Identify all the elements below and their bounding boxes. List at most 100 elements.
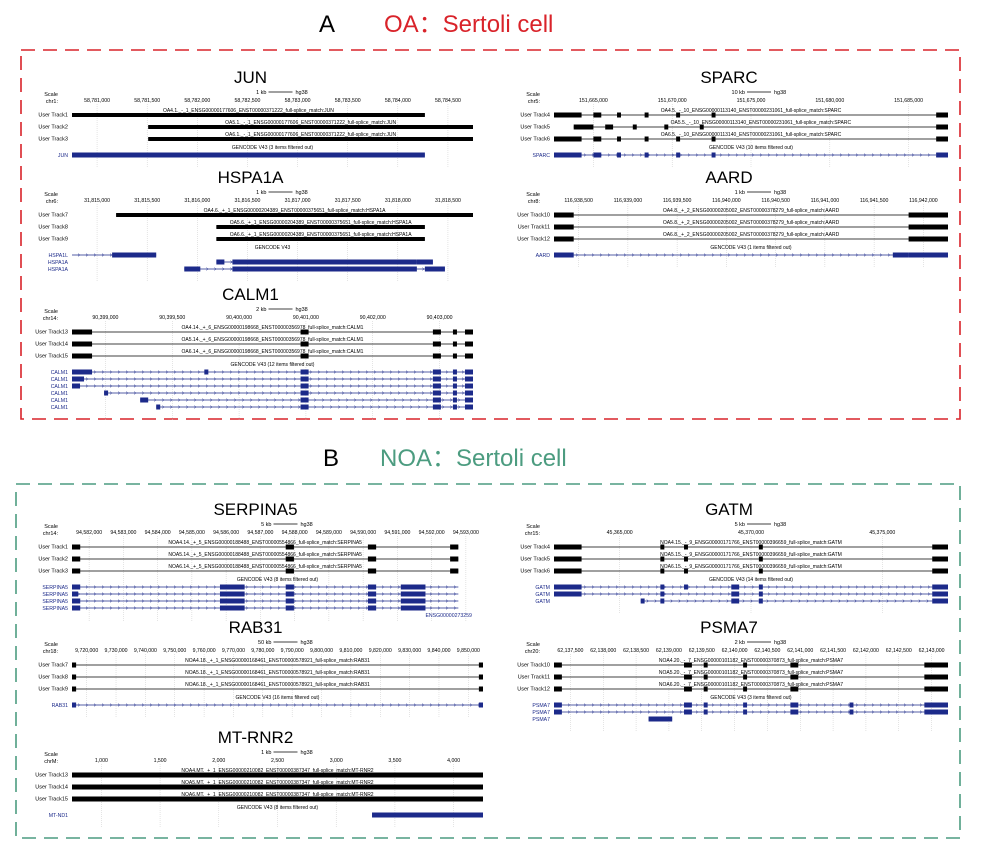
strand-arrow [133, 599, 137, 603]
coordinate-tick-label: 90,401,000 [293, 315, 319, 321]
strand-arrow [751, 585, 755, 589]
strand-arrow [719, 585, 723, 589]
strand-arrow [654, 599, 657, 603]
strand-arrow [767, 585, 771, 589]
strand-arrow [357, 599, 361, 603]
track-exon-block [285, 544, 294, 550]
user-track-label: User Track5 [520, 557, 550, 563]
strand-arrow [93, 384, 97, 388]
strand-arrow [389, 703, 393, 707]
strand-arrow [213, 703, 217, 707]
strand-arrow [205, 606, 209, 610]
strand-arrow [309, 391, 313, 395]
strand-arrow [397, 703, 401, 707]
strand-arrow [253, 585, 257, 589]
track-exon-block [790, 686, 799, 692]
strand-arrow [277, 384, 281, 388]
strand-arrow [639, 153, 643, 157]
strand-arrow [887, 592, 891, 596]
strand-arrow [349, 377, 353, 381]
strand-arrow [165, 370, 169, 374]
strand-arrow [711, 253, 715, 257]
strand-arrow [694, 599, 697, 603]
strand-arrow [386, 405, 389, 409]
scale-label: Scale [44, 642, 58, 648]
gene-model-label: SERPINA5 [42, 592, 68, 598]
scale-label: Scale [44, 309, 58, 315]
assembly-label: hg38 [296, 307, 308, 313]
track-exon-block [936, 124, 948, 130]
strand-arrow [429, 599, 433, 603]
strand-arrow [615, 710, 619, 714]
track-exon-block [450, 568, 459, 574]
strand-arrow [671, 710, 675, 714]
track-transcript-text: NOA4.18._+_1_ENSG00000168461_ENST0000057… [185, 658, 370, 664]
gene-exon-block [644, 152, 649, 158]
user-track-label: User Track6 [520, 569, 550, 575]
strand-arrow [141, 585, 145, 589]
strand-arrow [381, 370, 385, 374]
strand-arrow [814, 599, 817, 603]
strand-arrow [165, 585, 169, 589]
panel-gene-title: SPARC [700, 68, 757, 87]
strand-arrow [282, 398, 285, 402]
track-exon-block [684, 568, 688, 574]
strand-arrow [325, 592, 329, 596]
strand-arrow [162, 405, 165, 409]
track-exon-block [285, 556, 294, 562]
strand-arrow [591, 253, 595, 257]
strand-arrow [623, 253, 627, 257]
strand-arrow [839, 710, 843, 714]
strand-arrow [141, 391, 145, 395]
track-exon-block [72, 544, 81, 550]
strand-arrow [218, 405, 221, 409]
track-exon-block [684, 674, 692, 680]
strand-arrow [453, 592, 457, 596]
strand-arrow [429, 585, 433, 589]
scale-value: 2 kb [735, 640, 745, 646]
scale-value: 1 kb [256, 190, 266, 196]
gene-exon-block [416, 259, 433, 265]
gencode-caption: GENCODE V43 (8 items filtered out) [237, 577, 318, 583]
strand-arrow [341, 585, 345, 589]
strand-arrow [437, 592, 441, 596]
strand-arrow [599, 710, 603, 714]
coordinate-tick-label: 31,817,000 [285, 198, 311, 204]
section-b-letter: B [323, 445, 339, 472]
track-transcript-text: NOA6.15._-_9_ENSG00000171766_ENST0000039… [660, 564, 842, 570]
track-exon-block [932, 544, 948, 550]
chrom-label: chr15: [525, 531, 541, 537]
user-track-label: User Track8 [38, 225, 68, 231]
assembly-label: hg38 [296, 190, 308, 196]
strand-arrow [702, 599, 705, 603]
strand-arrow [165, 391, 169, 395]
gene-exon-block [372, 812, 483, 818]
strand-arrow [133, 370, 137, 374]
strand-arrow [855, 585, 859, 589]
strand-arrow [173, 585, 177, 589]
strand-arrow [205, 377, 209, 381]
strand-arrow [125, 592, 129, 596]
track-exon-block [684, 686, 692, 692]
strand-arrow [373, 384, 377, 388]
gene-exon-block [908, 252, 948, 258]
strand-arrow [607, 253, 611, 257]
coordinate-tick-label: 9,830,000 [398, 648, 421, 654]
strand-arrow [330, 405, 333, 409]
user-track-label: User Track1 [38, 113, 68, 119]
coordinate-tick-label: 94,584,000 [145, 530, 171, 536]
strand-arrow [639, 592, 643, 596]
track-exon-block [758, 556, 763, 562]
strand-arrow [389, 370, 393, 374]
track-transcript-text: OA5.1._-_1_ENSG00000177606_ENST000003712… [225, 120, 396, 126]
gene-model-label: CALM1 [51, 405, 68, 411]
strand-arrow [405, 391, 409, 395]
strand-arrow [165, 384, 169, 388]
strand-arrow [445, 384, 449, 388]
strand-arrow [357, 703, 361, 707]
track-exon-block [450, 556, 459, 562]
strand-arrow [815, 592, 819, 596]
strand-arrow [839, 592, 843, 596]
